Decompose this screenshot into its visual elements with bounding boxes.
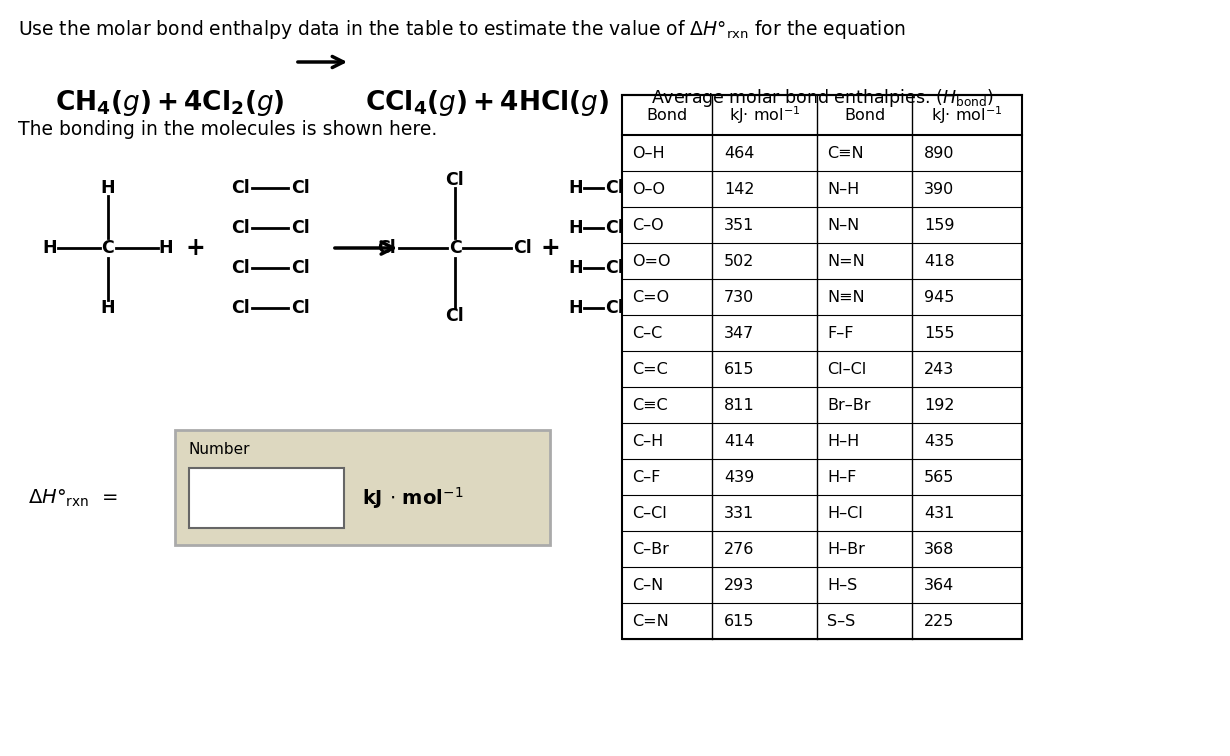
Text: Cl: Cl	[290, 219, 310, 237]
Text: C–Cl: C–Cl	[632, 506, 667, 520]
Text: 890: 890	[924, 145, 954, 160]
Bar	[175, 430, 550, 545]
Text: 435: 435	[924, 433, 954, 448]
Text: 390: 390	[924, 181, 954, 197]
Text: Cl: Cl	[605, 299, 625, 317]
Text: 615: 615	[724, 614, 754, 628]
Text: C: C	[449, 239, 461, 257]
Text: H–S: H–S	[827, 578, 857, 593]
Text: H–F: H–F	[827, 469, 856, 485]
Text: Cl: Cl	[231, 219, 250, 237]
Text: H: H	[101, 179, 116, 197]
Text: Cl: Cl	[231, 299, 250, 317]
Text: Cl: Cl	[378, 239, 396, 257]
Text: H–Br: H–Br	[827, 541, 865, 556]
Text: H: H	[568, 299, 583, 317]
Text: O=O: O=O	[632, 253, 670, 268]
Text: Cl–Cl: Cl–Cl	[827, 361, 866, 376]
Text: H: H	[568, 179, 583, 197]
Text: $\Delta H°_{\mathregular{rxn}}$  =: $\Delta H°_{\mathregular{rxn}}$ =	[28, 488, 118, 509]
Text: 414: 414	[724, 433, 754, 448]
Text: H–H: H–H	[827, 433, 860, 448]
Text: 730: 730	[724, 290, 754, 305]
Text: +: +	[540, 236, 560, 260]
Text: 276: 276	[724, 541, 754, 556]
Text: Average molar bond enthalpies. ($\it{H}_{\mathregular{bond}}$): Average molar bond enthalpies. ($\it{H}_…	[651, 87, 994, 109]
Text: C=N: C=N	[632, 614, 669, 628]
Text: Cl: Cl	[231, 259, 250, 277]
Text: N–H: N–H	[827, 181, 860, 197]
Text: 347: 347	[724, 326, 754, 340]
Text: N=N: N=N	[827, 253, 865, 268]
Text: 811: 811	[724, 398, 755, 413]
Text: H: H	[568, 219, 583, 237]
Text: Use the molar bond enthalpy data in the table to estimate the value of $\Delta H: Use the molar bond enthalpy data in the …	[18, 18, 907, 41]
Text: N≡N: N≡N	[827, 290, 865, 305]
Text: Cl: Cl	[605, 179, 625, 197]
Bar	[622, 95, 1022, 639]
Text: 502: 502	[724, 253, 754, 268]
Text: C=O: C=O	[632, 290, 669, 305]
Text: Cl: Cl	[605, 219, 625, 237]
Text: O–H: O–H	[632, 145, 664, 160]
Text: H: H	[159, 239, 173, 257]
Text: C–C: C–C	[632, 326, 662, 340]
Text: kJ$\cdot$ mol$^{-1}$: kJ$\cdot$ mol$^{-1}$	[728, 104, 801, 125]
Text: N–N: N–N	[827, 218, 860, 233]
Text: 293: 293	[724, 578, 754, 593]
Text: C–F: C–F	[632, 469, 661, 485]
Text: $\bf{CH_4}$$\bf{(}$$\it{g}$$\bf{)+4Cl_2(}$$\it{g}$$\bf{)}$: $\bf{CH_4}$$\bf{(}$$\it{g}$$\bf{)+4Cl_2(…	[55, 88, 284, 118]
Text: 565: 565	[924, 469, 954, 485]
Text: 155: 155	[924, 326, 954, 340]
Text: +: +	[186, 236, 205, 260]
Text: 439: 439	[724, 469, 754, 485]
Text: 431: 431	[924, 506, 954, 520]
Text: H: H	[568, 259, 583, 277]
Text: Cl: Cl	[514, 239, 533, 257]
Text: 364: 364	[924, 578, 954, 593]
Text: C: C	[102, 239, 114, 257]
Text: C–Br: C–Br	[632, 541, 669, 556]
Text: $\bf{CCl_4(}$$\it{g}$$\bf{)+4HCl(}$$\it{g}$$\bf{)}$: $\bf{CCl_4(}$$\it{g}$$\bf{)+4HCl(}$$\it{…	[365, 88, 609, 118]
Bar	[189, 468, 344, 528]
Text: 243: 243	[924, 361, 954, 376]
Text: H: H	[43, 239, 58, 257]
Text: C≡C: C≡C	[632, 398, 668, 413]
Text: 945: 945	[924, 290, 954, 305]
Text: Cl: Cl	[445, 171, 465, 189]
Text: 615: 615	[724, 361, 754, 376]
Text: 142: 142	[724, 181, 754, 197]
Text: Number: Number	[189, 442, 251, 457]
Text: Cl: Cl	[290, 299, 310, 317]
Text: 464: 464	[724, 145, 754, 160]
Text: 225: 225	[924, 614, 954, 628]
Text: 331: 331	[724, 506, 754, 520]
Text: O–O: O–O	[632, 181, 665, 197]
Text: Cl: Cl	[445, 307, 465, 325]
Text: Cl: Cl	[290, 259, 310, 277]
Text: Bond: Bond	[647, 107, 688, 122]
Text: C≡N: C≡N	[827, 145, 863, 160]
Text: C–H: C–H	[632, 433, 663, 448]
Text: 159: 159	[924, 218, 954, 233]
Text: C–O: C–O	[632, 218, 664, 233]
Text: Cl: Cl	[605, 259, 625, 277]
Text: 368: 368	[924, 541, 954, 556]
Text: F–F: F–F	[827, 326, 854, 340]
Text: Cl: Cl	[290, 179, 310, 197]
Text: kJ $\cdot$ mol$^{-1}$: kJ $\cdot$ mol$^{-1}$	[362, 485, 464, 511]
Text: 351: 351	[724, 218, 754, 233]
Text: 418: 418	[924, 253, 954, 268]
Text: H: H	[101, 299, 116, 317]
Text: H–Cl: H–Cl	[827, 506, 862, 520]
Text: C–N: C–N	[632, 578, 663, 593]
Text: 192: 192	[924, 398, 954, 413]
Text: S–S: S–S	[827, 614, 855, 628]
Text: C=C: C=C	[632, 361, 668, 376]
Text: Br–Br: Br–Br	[827, 398, 871, 413]
Text: kJ$\cdot$ mol$^{-1}$: kJ$\cdot$ mol$^{-1}$	[931, 104, 1002, 125]
Text: The bonding in the molecules is shown here.: The bonding in the molecules is shown he…	[18, 120, 437, 139]
Text: Bond: Bond	[844, 107, 886, 122]
Text: Cl: Cl	[231, 179, 250, 197]
